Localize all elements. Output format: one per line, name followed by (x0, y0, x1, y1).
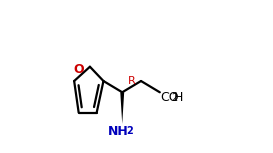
Polygon shape (120, 92, 124, 124)
Text: H: H (174, 91, 183, 104)
Text: CO: CO (160, 91, 179, 104)
Text: R: R (128, 76, 136, 86)
Text: O: O (73, 63, 84, 76)
Text: NH: NH (108, 125, 129, 138)
Text: 2: 2 (171, 93, 177, 103)
Text: 2: 2 (127, 126, 133, 136)
